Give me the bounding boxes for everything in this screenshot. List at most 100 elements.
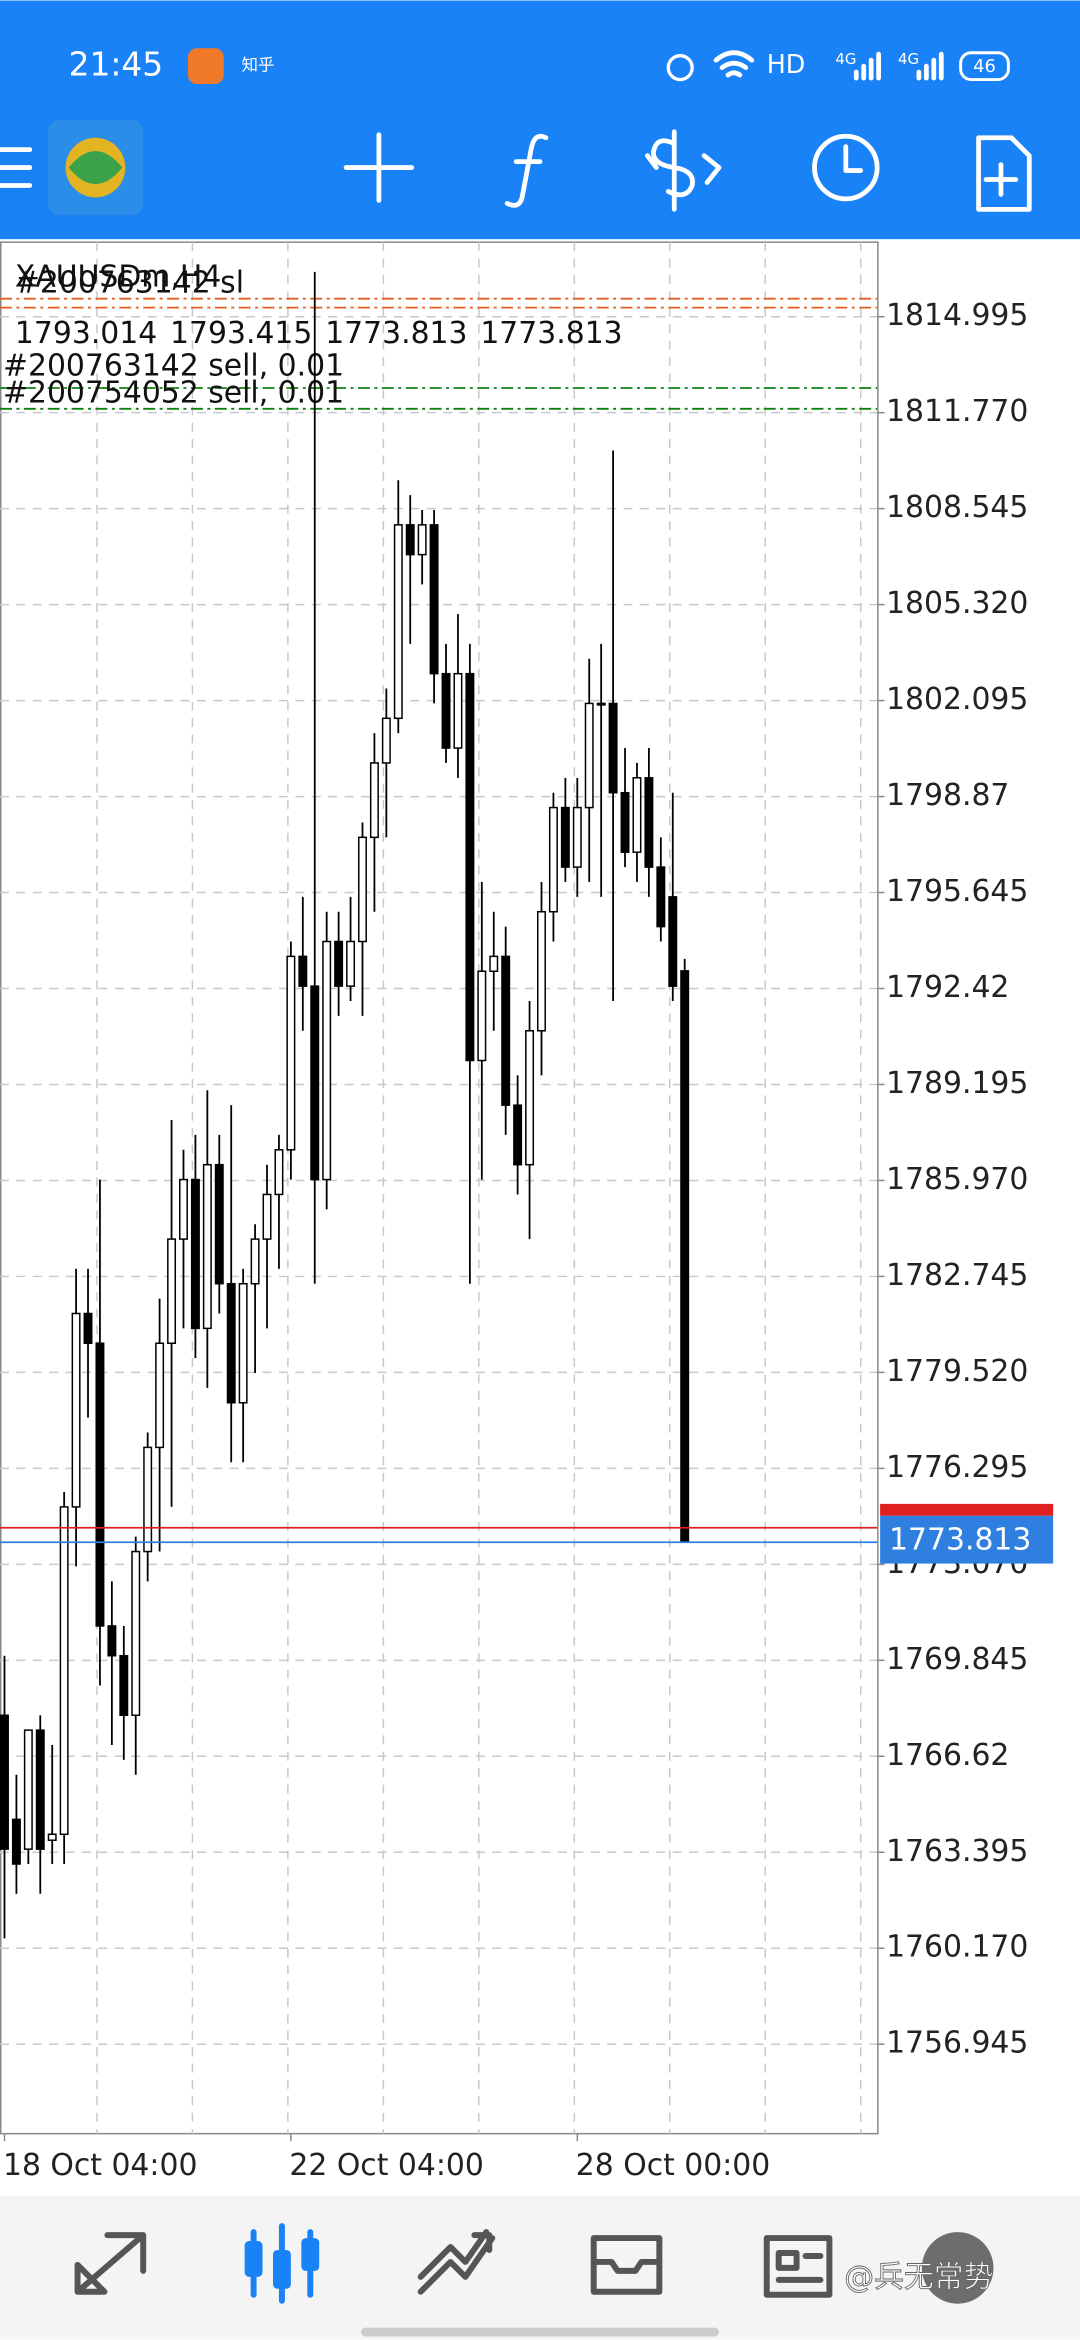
candle-body-up [155,1342,165,1449]
ohlc-value: 1793.415 [170,316,312,351]
home-indicator [360,2327,720,2337]
candle-body-down [441,672,451,749]
y-tick-label: 1766.62 [886,1738,1009,1773]
candle-body-up [537,910,546,1032]
new-order-button[interactable] [976,135,1032,212]
clock-hands [843,144,864,173]
app-icon [187,48,224,85]
candle-body-down [0,1714,9,1850]
y-tick-label: 1802.095 [886,682,1028,717]
x-tick-label: 28 Oct 00:00 [576,2148,770,2183]
candle-body-up [322,940,332,1181]
candle-body-down [35,1729,45,1850]
y-tick-label: 1789.195 [886,1066,1028,1101]
vertical-grid [96,242,862,2134]
candle-body-up [346,940,356,987]
stop-loss-label: #200763142 sl [15,265,244,300]
indicators-button[interactable] [504,133,549,208]
candle-body-up [143,1446,153,1553]
trade-button[interactable] [645,129,722,212]
alarm-icon [666,54,694,82]
candle-body-down [513,1104,523,1166]
candle-body-down [560,806,570,868]
candle-body-up [250,1238,260,1285]
candle-body-up [286,955,296,1151]
chart-tab[interactable] [244,2223,320,2304]
y-tick-label: 1756.945 [886,2026,1028,2061]
candle-body-up [262,1193,272,1240]
candle-body-down [680,970,690,1543]
y-tick-label: 1805.320 [886,586,1028,621]
candle-body-up [393,524,403,720]
wifi-icon [713,50,755,78]
candle-body-up [548,806,558,913]
y-tick-label: 1792.42 [886,970,1009,1005]
candle-body-up [477,970,487,1062]
y-tick-label: 1795.645 [886,874,1028,909]
trade-tab[interactable] [417,2229,496,2295]
signal-bars [853,51,882,81]
tab-icon [301,2238,320,2271]
candle-body-up [23,1729,33,1850]
candle-body-down [620,791,630,853]
candle-body-up [632,777,642,853]
news-tab[interactable] [763,2235,833,2298]
y-tick-label: 1776.295 [886,1450,1028,1485]
candle-body-down [119,1654,129,1716]
tab-icon [244,2241,263,2277]
candle-body-down [95,1342,105,1627]
candle-body-up [59,1506,69,1836]
ohlc-value: 1773.813 [480,316,622,351]
ask-marker [880,1503,1054,1516]
y-tick-label: 1782.745 [886,1258,1028,1293]
order-label: #200754052 sell, 0.01 [3,375,344,410]
candle-body-down [226,1282,236,1404]
candle-body-up [381,717,391,764]
battery-level: 46 [973,56,996,77]
candle-body-up [167,1238,177,1344]
ohlc-value: 1793.014 [15,316,157,351]
period-button[interactable] [812,133,880,202]
candle-body-up [525,1030,535,1166]
signal-label: 4G [898,50,919,68]
candle-body-up [202,1163,212,1330]
bid-price-label: 1773.813 [889,1523,1031,1558]
mt4-logo[interactable] [47,119,144,216]
candle-body-down [465,672,475,1062]
candle-body-up [453,672,463,749]
y-tick-label: 1808.545 [886,490,1028,525]
y-tick-label: 1779.520 [886,1354,1028,1389]
y-tick-label: 1785.970 [886,1162,1028,1197]
y-tick-label: 1760.170 [886,1930,1028,1965]
menu-button[interactable] [0,147,33,188]
quotes-tab[interactable] [74,2232,147,2295]
candle-body-down [190,1178,200,1330]
order-label: #200763142 sell, 0.01 [3,349,344,384]
candle-body-up [572,806,582,868]
candle-body-up [131,1550,141,1716]
app-name: 知乎 [242,56,275,75]
candle-body-up [71,1312,81,1508]
y-tick-label: 1798.87 [886,778,1009,813]
candle-body-down [429,524,439,675]
candle-body-up [489,955,499,972]
candle-body-down [644,777,654,868]
y-tick-label: 1814.995 [886,298,1028,333]
clock: 21:45 [69,46,164,84]
candle-body-up [596,702,606,706]
battery [959,51,1010,82]
y-tick-label: 1763.395 [886,1834,1028,1869]
candle-body-down [298,955,308,987]
candle-body-down [608,702,618,794]
chart: 1814.995 1811.770 1808.545 1805.320 1802.095… [0,259,1054,2183]
x-tick-label: 22 Oct 04:00 [289,2148,483,2183]
candle-body-down [405,524,415,556]
history-tab[interactable] [590,2235,663,2295]
candle-body-down [214,1163,224,1285]
signal-label: 4G [835,50,856,68]
candle-body-down [656,866,666,928]
crosshair-button[interactable] [343,132,415,203]
y-tick-label: 1769.845 [886,1642,1028,1677]
